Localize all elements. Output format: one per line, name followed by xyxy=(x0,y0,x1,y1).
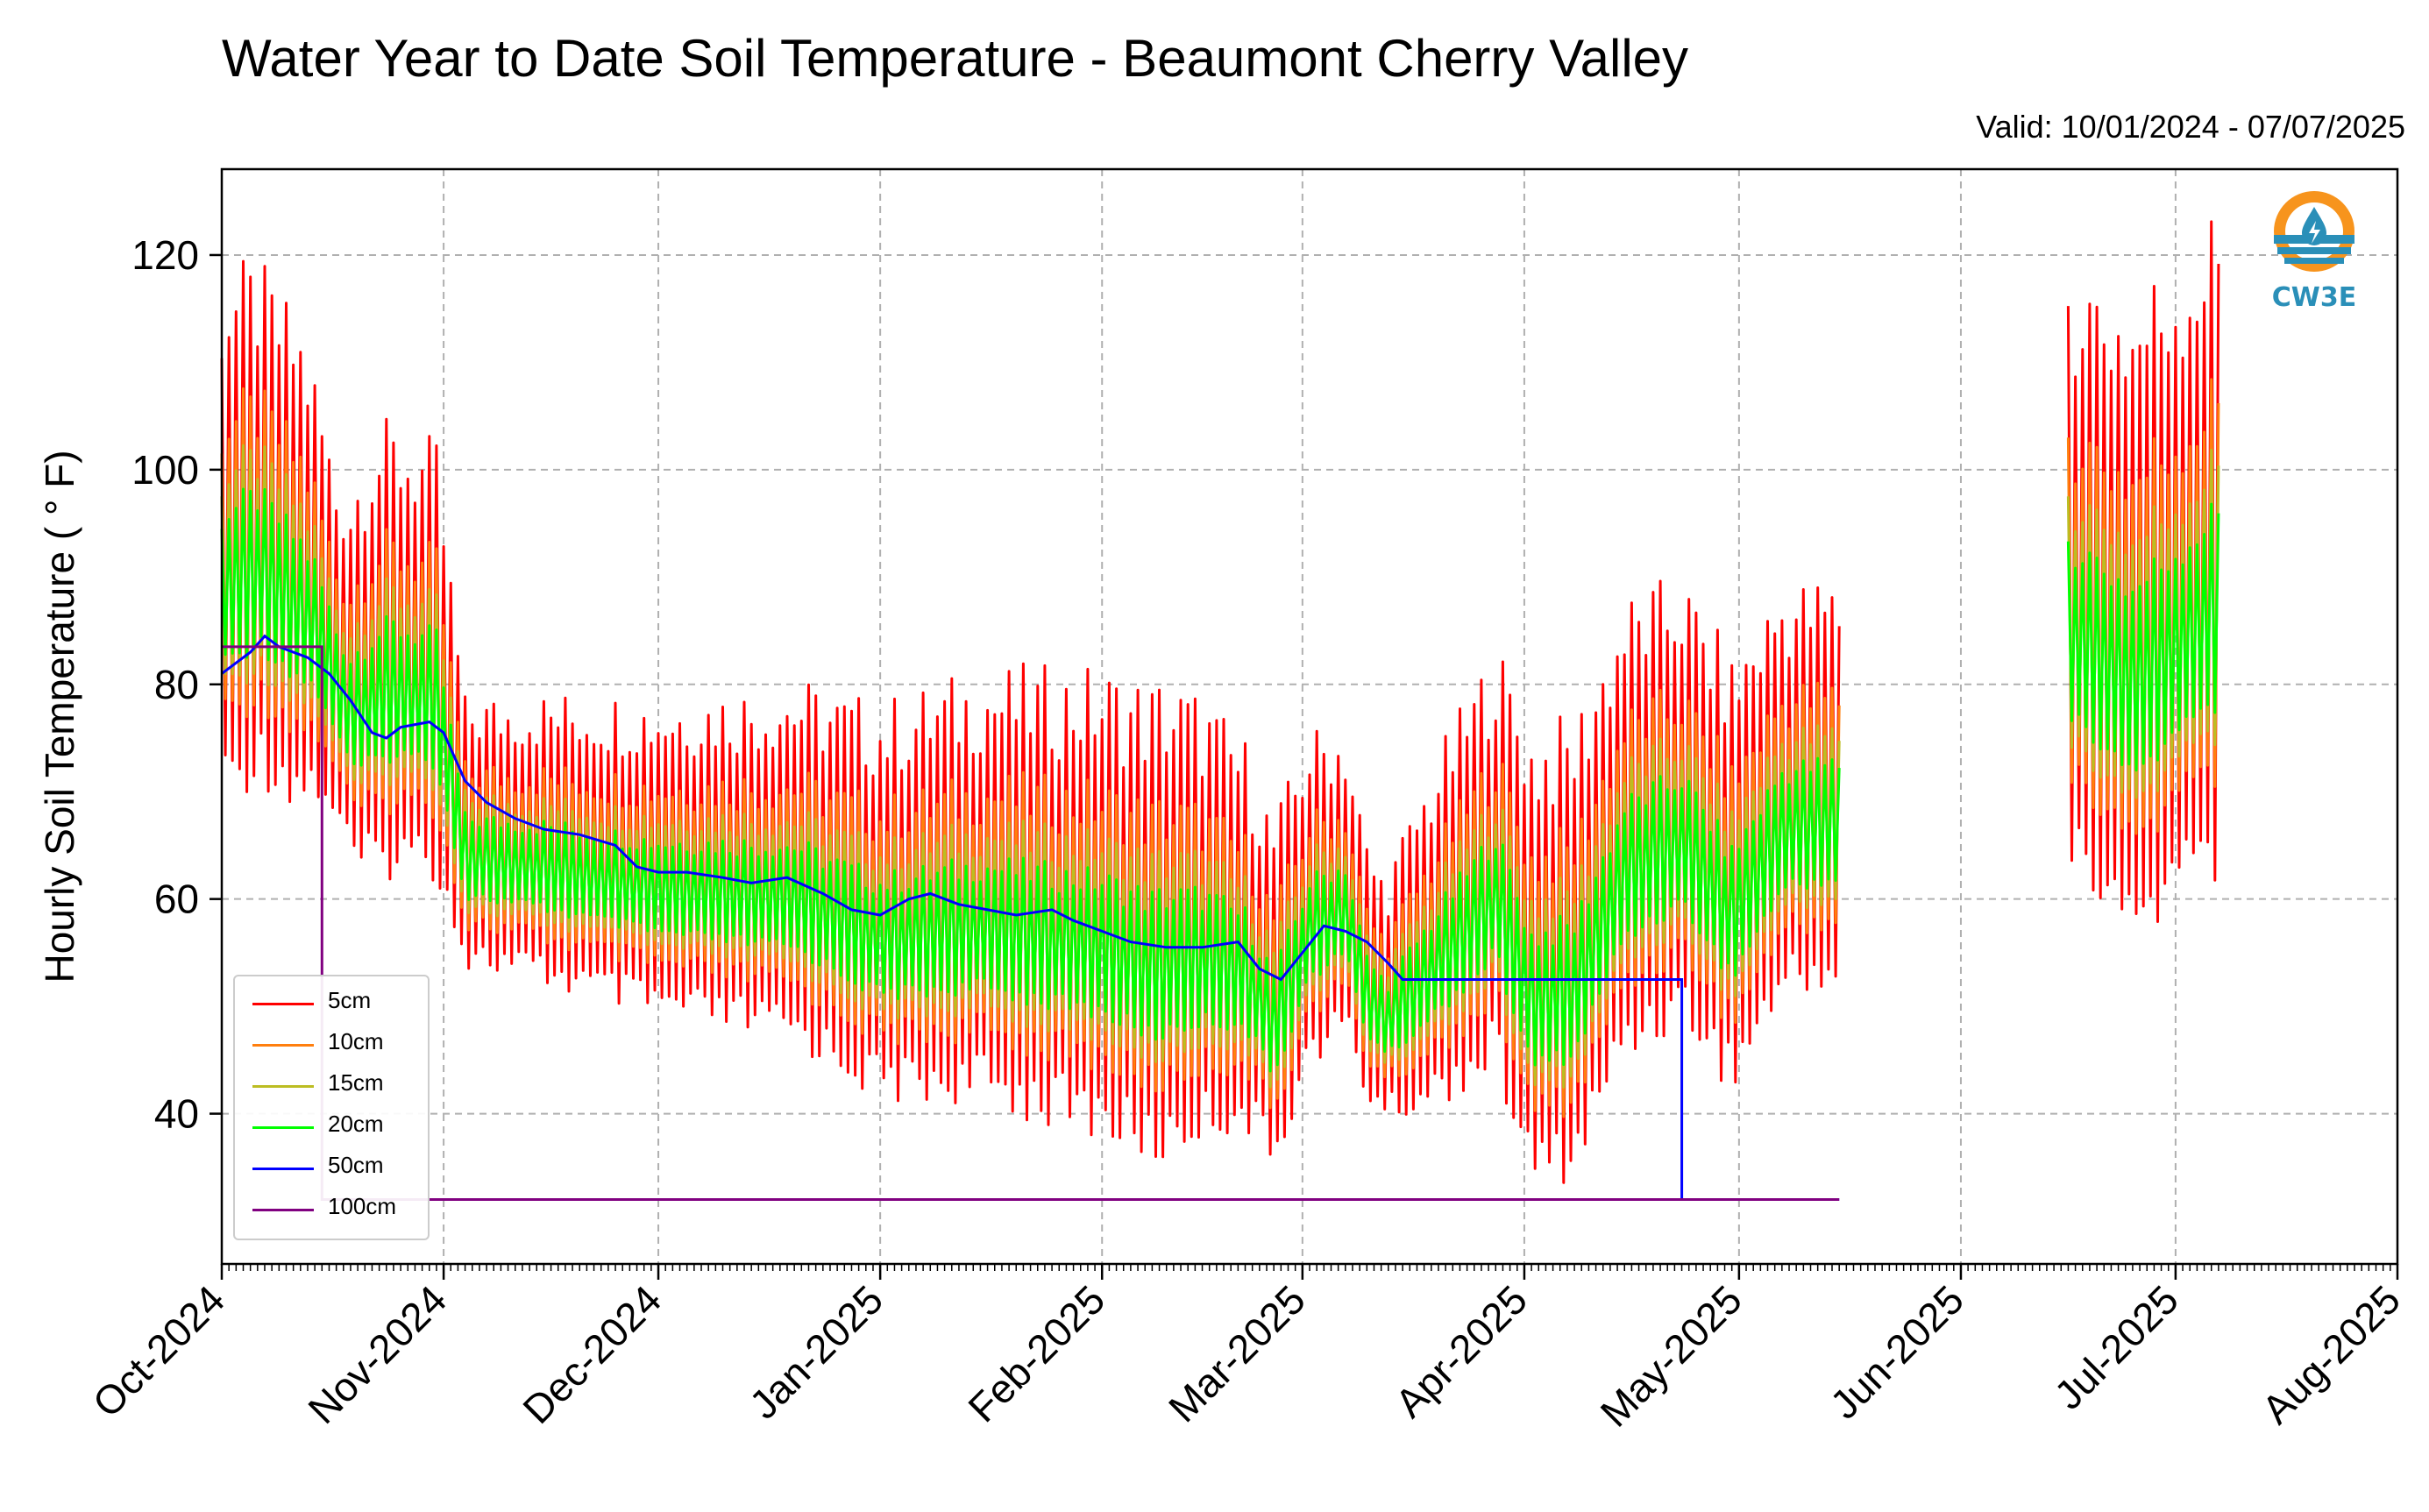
legend-swatch xyxy=(252,1209,314,1211)
y-tick-label: 40 xyxy=(154,1091,199,1137)
y-tick-label: 120 xyxy=(131,232,199,278)
series-line-20cm-segment-0 xyxy=(220,487,1841,1073)
legend-item-10cm: 10cm xyxy=(235,1025,428,1065)
series-line-5cm-segment-1 xyxy=(2066,220,2220,923)
x-tick-label: Oct-2024 xyxy=(84,1276,234,1426)
cw3e-logo: CW3E xyxy=(2258,184,2370,324)
x-tick-label: Feb-2025 xyxy=(959,1276,1113,1430)
legend-item-5cm: 5cm xyxy=(235,983,428,1024)
chart-title: Water Year to Date Soil Temperature - Be… xyxy=(222,29,1689,88)
x-tick-label: Nov-2024 xyxy=(299,1276,455,1432)
series-line-10cm-segment-1 xyxy=(2066,378,2220,835)
series-line-5cm-segment-0 xyxy=(220,259,1841,1184)
legend-label: 50cm xyxy=(328,1152,384,1178)
x-tick-label: Dec-2024 xyxy=(514,1276,670,1432)
legend-item-20cm: 20cm xyxy=(235,1107,428,1147)
cw3e-water-drop-icon xyxy=(2274,191,2354,272)
x-tick-label: Jul-2025 xyxy=(2045,1276,2187,1418)
legend-swatch xyxy=(252,1085,314,1088)
axes-layer xyxy=(210,167,2399,1280)
legend-swatch xyxy=(252,1126,314,1129)
legend-label: 15cm xyxy=(328,1069,384,1096)
legend-item-100cm: 100cm xyxy=(235,1189,428,1230)
x-tick-label: Jun-2025 xyxy=(1822,1276,1972,1427)
x-tick-label: Jan-2025 xyxy=(741,1276,891,1427)
legend-item-15cm: 15cm xyxy=(235,1066,428,1106)
y-tick-label: 60 xyxy=(154,877,199,922)
y-axis-label: Hourly Soil Temperature ( ° F) xyxy=(37,450,82,983)
series-layer xyxy=(220,220,2220,1201)
y-tick-label: 100 xyxy=(131,447,199,493)
legend-swatch xyxy=(252,1003,314,1005)
legend-label: 100cm xyxy=(328,1193,397,1219)
legend-label: 20cm xyxy=(328,1111,384,1137)
series-line-20cm-segment-1 xyxy=(2066,502,2220,772)
series-line-50cm xyxy=(221,634,1840,1201)
logo-text: CW3E xyxy=(2271,282,2357,313)
y-tick-label: 80 xyxy=(154,662,199,707)
x-tick-label: Apr-2025 xyxy=(1386,1276,1536,1426)
legend-item-50cm: 50cm xyxy=(235,1148,428,1189)
legend-label: 5cm xyxy=(328,987,372,1013)
legend: 5cm 10cm 15cm 20cm 50cm 100cm xyxy=(233,975,430,1240)
series-line-15cm-segment-1 xyxy=(2066,449,2220,799)
legend-label: 10cm xyxy=(328,1028,384,1054)
x-tick-label: Aug-2025 xyxy=(2253,1276,2409,1432)
x-tick-label: Mar-2025 xyxy=(1160,1276,1314,1430)
chart-subtitle: Valid: 10/01/2024 - 07/07/2025 xyxy=(1976,109,2405,145)
legend-swatch xyxy=(252,1168,314,1170)
x-tick-label: May-2025 xyxy=(1592,1276,1751,1435)
legend-swatch xyxy=(252,1044,314,1047)
